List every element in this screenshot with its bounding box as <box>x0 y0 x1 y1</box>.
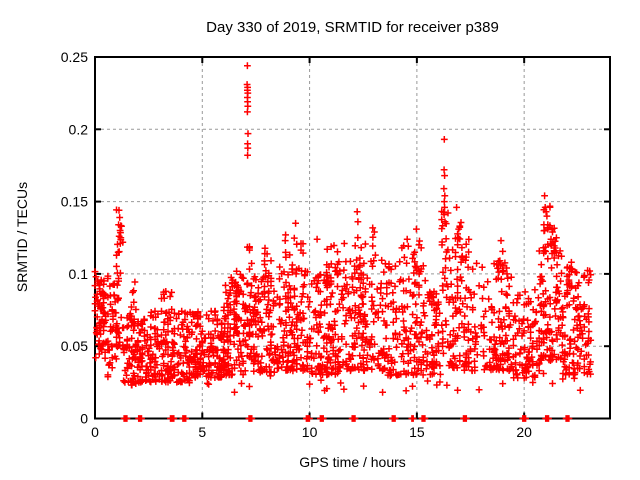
svg-text:0.1: 0.1 <box>69 266 89 282</box>
x-axis-label: GPS time / hours <box>299 454 406 470</box>
svg-text:0: 0 <box>80 411 88 427</box>
svg-text:0.25: 0.25 <box>61 49 88 65</box>
svg-text:0.05: 0.05 <box>61 338 88 354</box>
outlier-points <box>114 62 576 273</box>
svg-text:15: 15 <box>409 424 425 440</box>
x-tick-labels: 0 5 10 15 20 <box>91 424 532 440</box>
scatter-points <box>91 202 595 396</box>
svg-text:5: 5 <box>198 424 206 440</box>
svg-text:0: 0 <box>91 424 99 440</box>
zero-line-markers <box>120 415 573 422</box>
svg-text:10: 10 <box>302 424 318 440</box>
chart-title: Day 330 of 2019, SRMTID for receiver p38… <box>206 19 499 36</box>
svg-text:20: 20 <box>516 424 532 440</box>
svg-text:0.2: 0.2 <box>69 121 89 137</box>
svg-text:0.15: 0.15 <box>61 194 88 210</box>
y-tick-labels: 0 0.05 0.1 0.15 0.2 0.25 <box>61 49 88 427</box>
